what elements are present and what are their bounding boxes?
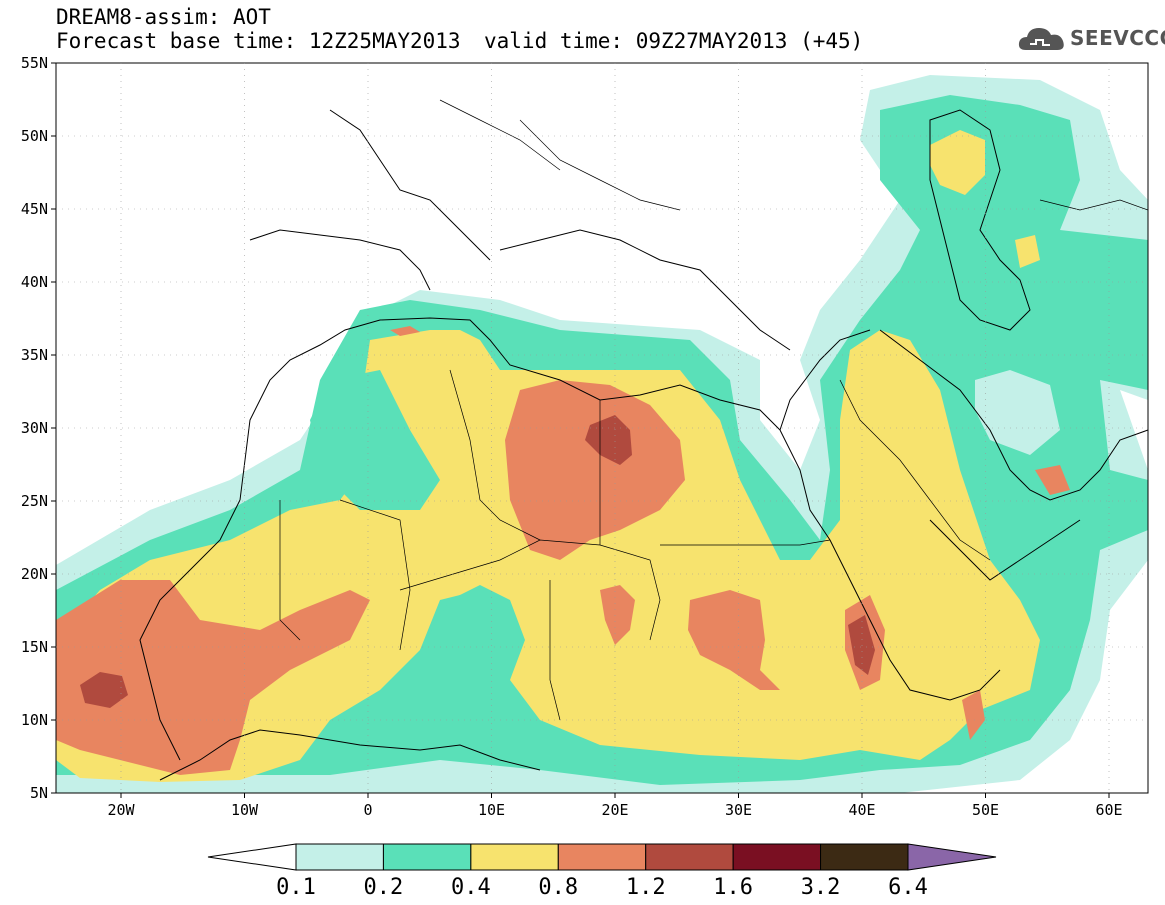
- lat-label: 45N: [21, 200, 48, 218]
- seevccc-logo: SEEVCCC: [1016, 20, 1165, 60]
- colorbar-swatch: [557, 843, 647, 871]
- lon-label: 30E: [725, 801, 752, 819]
- aot-contour-0-8-sudan: [688, 590, 780, 690]
- lat-label: 5N: [30, 784, 48, 802]
- colorbar-swatch: [470, 843, 559, 871]
- lat-label: 20N: [21, 565, 48, 583]
- longitude-labels: 20W 10W 0 10E 20E 30E 40E 50E 60E: [107, 801, 1122, 819]
- aot-contour-0-4-caspian: [930, 130, 985, 195]
- aot-contour-1-2-libya: [585, 415, 632, 465]
- colorbar-swatch: [732, 843, 822, 871]
- lat-label: 15N: [21, 638, 48, 656]
- aot-contour-0-1-iran-hole: [975, 370, 1060, 455]
- lon-label: 0: [363, 801, 372, 819]
- lon-label: 40E: [848, 801, 875, 819]
- aot-contour-0-8-algeria: [390, 326, 420, 336]
- colorbar-label: 0.1: [276, 875, 316, 900]
- colorbar-high-arrow: [907, 843, 997, 871]
- colorbar-swatch: [382, 843, 472, 871]
- coastlines: [139, 109, 1148, 781]
- lon-label: 50E: [972, 801, 999, 819]
- lon-label: 10W: [231, 801, 259, 819]
- lon-label: 60E: [1095, 801, 1122, 819]
- aot-contour-0-8-uae: [1035, 465, 1070, 495]
- map-title: DREAM8-assim: AOT: [56, 5, 271, 29]
- lat-label: 30N: [21, 419, 48, 437]
- lat-label: 10N: [21, 711, 48, 729]
- aot-contour-0-8-chad: [600, 585, 635, 645]
- logo-text: SEEVCCC: [1070, 26, 1165, 50]
- forecast-base-time: Forecast base time: 12Z25MAY2013: [56, 29, 461, 53]
- latitude-labels: 55N 50N 45N 40N 35N 30N 25N 20N 15N 10N 5N: [21, 54, 48, 802]
- colorbar-label: 0.4: [451, 875, 491, 900]
- lon-label: 20E: [601, 801, 628, 819]
- colorbar-low-arrow: [207, 843, 297, 871]
- lon-label: 20W: [107, 801, 135, 819]
- colorbar-swatch: [295, 843, 384, 871]
- aot-contour-0-2-hole-sahara: [310, 370, 440, 510]
- lat-label: 35N: [21, 346, 48, 364]
- colorbar-label: 6.4: [888, 875, 928, 900]
- aot-contour-0-8-libya: [505, 380, 685, 560]
- lat-label: 25N: [21, 492, 48, 510]
- aot-field: [56, 75, 1148, 793]
- aot-contour-0-4-kazakh: [1015, 235, 1040, 268]
- colorbar-label: 3.2: [801, 875, 841, 900]
- graticule: [51, 62, 1148, 798]
- valid-time: valid time: 09Z27MAY2013 (+45): [484, 29, 864, 53]
- colorbar-label: 0.2: [364, 875, 404, 900]
- aot-contour-0-2-hole-sahel: [420, 585, 525, 700]
- lat-label: 40N: [21, 273, 48, 291]
- aot-contour-1-2-west: [80, 672, 128, 708]
- aot-contour-0-8-west: [56, 580, 370, 775]
- lat-label: 50N: [21, 127, 48, 145]
- colorbar-label: 1.6: [713, 875, 753, 900]
- colorbar-label: 0.8: [538, 875, 578, 900]
- lon-label: 10E: [478, 801, 505, 819]
- aot-colorbar: 0.1 0.2 0.4 0.8 1.2 1.6 3.2 6.4: [207, 843, 997, 900]
- country-borders: [279, 99, 1148, 721]
- colorbar-swatch: [645, 843, 734, 871]
- cloud-icon: [1018, 28, 1064, 50]
- lat-label: 55N: [21, 54, 48, 72]
- colorbar-swatch: [820, 843, 909, 871]
- aot-contour-1-2-eritrea: [848, 615, 875, 675]
- colorbar-label: 1.2: [626, 875, 666, 900]
- aot-contour-0-8-somalia: [962, 690, 985, 740]
